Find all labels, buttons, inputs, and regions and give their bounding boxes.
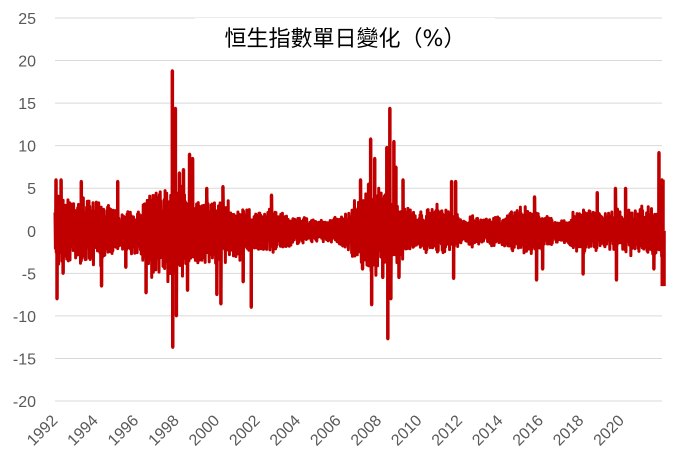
x-tick-label: 2002 (226, 412, 263, 449)
y-tick-label: -10 (13, 309, 36, 326)
x-tick-label: 1998 (146, 412, 183, 449)
x-axis-tick-labels: 1992 1994 1996 1998 2000 2002 2004 2006 2008 2010… (24, 412, 628, 449)
chart-title: 恒生指數單日變化（%） (225, 27, 466, 52)
y-tick-label: 5 (27, 181, 36, 198)
x-tick-label: 2012 (429, 412, 466, 449)
title-background (195, 18, 495, 54)
x-tick-label: 1992 (24, 412, 61, 449)
y-tick-label: -15 (13, 351, 36, 368)
x-tick-label: 2018 (550, 412, 587, 449)
y-tick-label: 15 (18, 96, 36, 113)
y-axis-tick-labels: 25 20 15 10 5 0 -5 -10 -15 -20 (13, 11, 36, 411)
x-tick-label: 2014 (469, 412, 506, 449)
x-tick-label: 2006 (307, 412, 344, 449)
x-tick-label: 2004 (267, 412, 304, 449)
x-tick-label: 1996 (105, 412, 142, 449)
x-tick-label: 1994 (65, 412, 102, 449)
y-tick-label: 0 (27, 224, 36, 241)
x-tick-label: 2010 (388, 412, 425, 449)
y-tick-label: 10 (18, 139, 36, 156)
x-tick-label: 2000 (186, 412, 223, 449)
y-tick-label: -20 (13, 394, 36, 411)
series-daily-change (53, 69, 666, 349)
x-tick-label: 2020 (591, 412, 628, 449)
y-tick-label: -5 (22, 266, 36, 283)
x-tick-label: 2008 (348, 412, 385, 449)
series-line (53, 69, 664, 349)
y-tick-label: 20 (18, 54, 36, 71)
y-tick-label: 25 (18, 11, 36, 28)
x-tick-label: 2016 (510, 412, 547, 449)
